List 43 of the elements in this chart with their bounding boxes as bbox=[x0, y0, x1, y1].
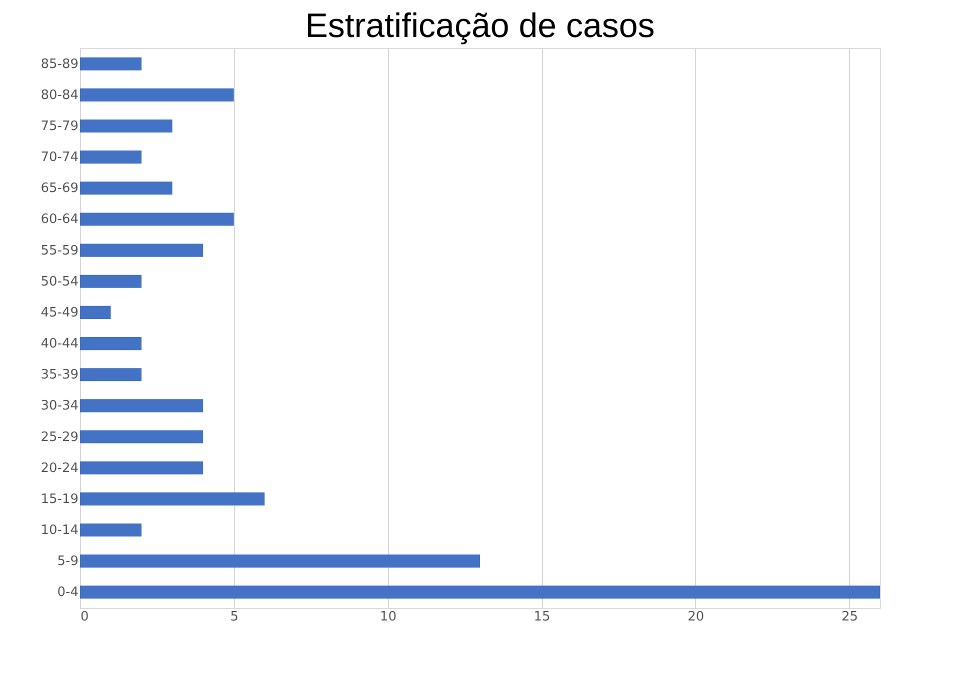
bar bbox=[80, 461, 204, 474]
y-tick-label: 65-69 bbox=[40, 181, 78, 196]
x-tick-label: 20 bbox=[688, 610, 704, 624]
bar bbox=[80, 150, 142, 164]
y-tick-label: 85-89 bbox=[40, 56, 78, 72]
bar bbox=[80, 119, 172, 133]
x-tick-label: 15 bbox=[534, 610, 550, 624]
x-tick-label: 25 bbox=[841, 610, 858, 624]
bar bbox=[80, 430, 204, 444]
bar bbox=[80, 554, 480, 568]
bar bbox=[80, 212, 234, 226]
x-tick-label: 0 bbox=[80, 610, 89, 624]
bar bbox=[80, 337, 142, 350]
y-tick-label: 0-4 bbox=[57, 585, 78, 600]
x-tick-label: 5 bbox=[230, 610, 238, 624]
bar bbox=[80, 492, 265, 506]
y-tick-label: 15-19 bbox=[40, 492, 78, 507]
y-tick-label: 50-54 bbox=[40, 274, 78, 290]
y-tick-label: 30-34 bbox=[40, 398, 78, 414]
bar bbox=[80, 88, 234, 102]
y-tick-label: 10-14 bbox=[40, 523, 78, 538]
y-tick-label: 60-64 bbox=[40, 212, 78, 228]
y-tick-label: 55-59 bbox=[40, 243, 78, 258]
y-tick-label: 20-24 bbox=[40, 460, 78, 476]
bar bbox=[80, 368, 142, 382]
y-tick-label: 40-44 bbox=[40, 336, 78, 352]
bar bbox=[80, 523, 142, 537]
x-tick-label: 10 bbox=[380, 610, 396, 624]
bar bbox=[80, 586, 880, 599]
y-tick-label: 5-9 bbox=[57, 554, 78, 570]
bar bbox=[80, 182, 172, 195]
bar bbox=[80, 399, 204, 412]
bar bbox=[80, 244, 204, 257]
bar bbox=[80, 57, 142, 70]
y-tick-label: 25-29 bbox=[40, 430, 78, 445]
bar bbox=[80, 306, 111, 319]
y-tick-label: 70-74 bbox=[40, 150, 78, 166]
y-tick-label: 80-84 bbox=[40, 88, 78, 103]
y-tick-label: 35-39 bbox=[40, 368, 78, 383]
bar bbox=[80, 274, 142, 288]
chart-title: Estratificação de casos bbox=[305, 7, 655, 45]
y-tick-label: 75-79 bbox=[40, 119, 78, 134]
y-tick-label: 45-49 bbox=[40, 305, 78, 320]
